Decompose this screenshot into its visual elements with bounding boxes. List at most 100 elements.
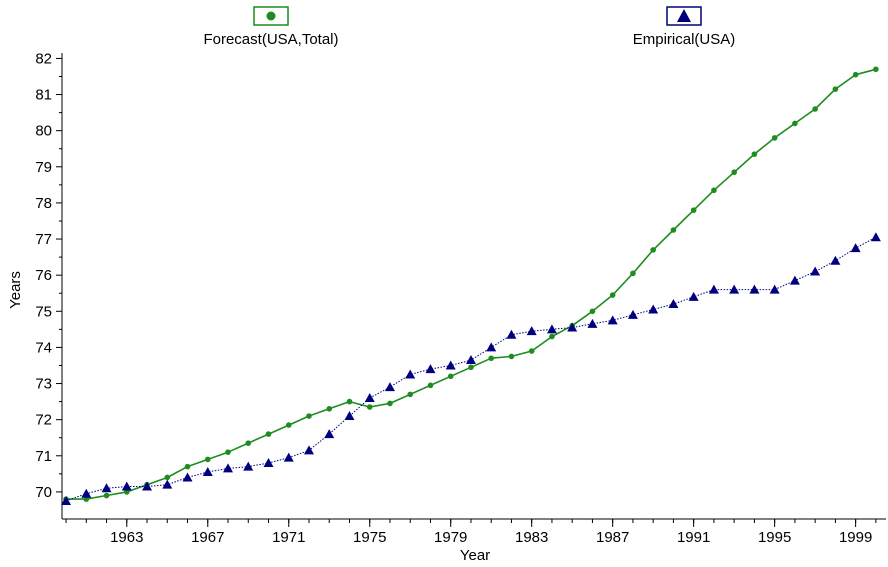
y-tick-label: 81 xyxy=(35,87,52,104)
x-tick-label: 1963 xyxy=(110,529,143,546)
data-point xyxy=(852,71,859,78)
y-tick-label: 72 xyxy=(35,412,52,429)
data-point xyxy=(387,400,393,407)
data-point xyxy=(344,411,355,421)
data-point xyxy=(103,492,110,499)
data-point xyxy=(184,463,191,470)
data-point xyxy=(81,488,92,498)
data-point xyxy=(648,304,659,314)
data-point xyxy=(285,422,292,428)
data-point xyxy=(731,169,737,176)
data-point xyxy=(384,382,395,392)
series-forecast xyxy=(63,66,879,502)
data-point xyxy=(366,404,373,410)
x-tick-label: 1979 xyxy=(434,529,467,546)
data-point xyxy=(567,322,578,332)
legend-label: Forecast(USA,Total) xyxy=(203,31,338,48)
legend-marker xyxy=(266,11,276,21)
data-point xyxy=(749,284,760,294)
data-point xyxy=(425,364,436,374)
data-point xyxy=(668,299,679,309)
data-point xyxy=(792,120,798,127)
y-axis-title: Years xyxy=(7,271,24,309)
y-tick-label: 75 xyxy=(35,303,52,320)
data-point xyxy=(729,284,740,294)
data-point xyxy=(830,255,841,265)
series-line xyxy=(66,68,877,500)
data-point xyxy=(627,309,638,319)
data-point xyxy=(607,315,618,325)
x-tick-label: 1971 xyxy=(272,529,305,546)
data-point xyxy=(223,463,234,473)
data-point xyxy=(528,348,535,354)
x-axis: 1963 1967 1971 1975 1979 1983 1987 1991 1995 1999 xyxy=(65,519,877,546)
legend-item-empirical: Empirical(USA) xyxy=(633,6,736,48)
data-point xyxy=(283,452,294,462)
legend-marker xyxy=(677,9,691,22)
data-point xyxy=(688,291,699,301)
data-point xyxy=(405,369,416,379)
data-point xyxy=(670,227,677,233)
data-point xyxy=(306,413,312,419)
data-point xyxy=(61,495,72,505)
data-point xyxy=(587,318,598,328)
x-tick-label: 1995 xyxy=(758,529,791,546)
data-point xyxy=(850,243,861,253)
data-point xyxy=(751,151,758,157)
data-point xyxy=(832,86,839,92)
data-point xyxy=(589,308,596,315)
data-point xyxy=(870,232,881,242)
data-point xyxy=(690,207,697,213)
y-tick-label: 80 xyxy=(35,123,52,140)
data-point xyxy=(346,398,353,405)
data-point xyxy=(427,382,434,389)
data-point xyxy=(364,392,375,402)
data-point xyxy=(407,391,414,398)
data-point xyxy=(546,324,557,334)
data-point xyxy=(810,266,821,276)
data-point xyxy=(324,429,335,439)
data-point xyxy=(488,355,495,362)
data-point xyxy=(265,431,272,437)
data-point xyxy=(486,342,497,352)
legend-label: Empirical(USA) xyxy=(633,31,736,48)
data-point xyxy=(225,449,231,455)
data-point xyxy=(812,106,818,112)
data-point xyxy=(708,284,719,294)
series-empirical xyxy=(61,232,881,505)
y-tick-label: 78 xyxy=(35,195,52,212)
data-point xyxy=(769,284,780,294)
data-point xyxy=(123,489,130,495)
y-tick-label: 70 xyxy=(35,484,52,501)
data-point xyxy=(83,496,90,502)
data-point xyxy=(121,481,132,491)
plot-frame xyxy=(61,53,886,520)
x-tick-label: 1975 xyxy=(353,529,386,546)
x-tick-label: 1991 xyxy=(677,529,710,546)
y-tick-label: 71 xyxy=(35,448,52,465)
data-point xyxy=(263,458,274,468)
data-point xyxy=(873,66,879,73)
y-tick-label: 73 xyxy=(35,376,52,393)
data-point xyxy=(711,187,717,194)
data-point xyxy=(506,329,517,339)
legend: Forecast(USA,Total) Empirical(USA) xyxy=(203,6,736,48)
y-tick-label: 76 xyxy=(35,267,52,284)
data-point xyxy=(445,360,456,370)
y-tick-label: 82 xyxy=(35,50,52,67)
data-point xyxy=(650,247,656,253)
y-axis: 70 71 72 73 74 75 76 77 78 79 80 81 82 xyxy=(35,50,62,501)
data-point xyxy=(182,472,193,482)
data-point xyxy=(101,483,112,493)
data-point xyxy=(465,355,476,365)
data-point xyxy=(630,270,636,277)
series-layer xyxy=(61,66,881,505)
data-point xyxy=(526,326,537,336)
data-point xyxy=(164,474,171,481)
data-point xyxy=(609,292,616,298)
data-point xyxy=(468,364,474,371)
legend-item-forecast: Forecast(USA,Total) xyxy=(203,6,339,48)
y-tick-label: 77 xyxy=(35,231,52,248)
x-tick-label: 1983 xyxy=(515,529,548,546)
